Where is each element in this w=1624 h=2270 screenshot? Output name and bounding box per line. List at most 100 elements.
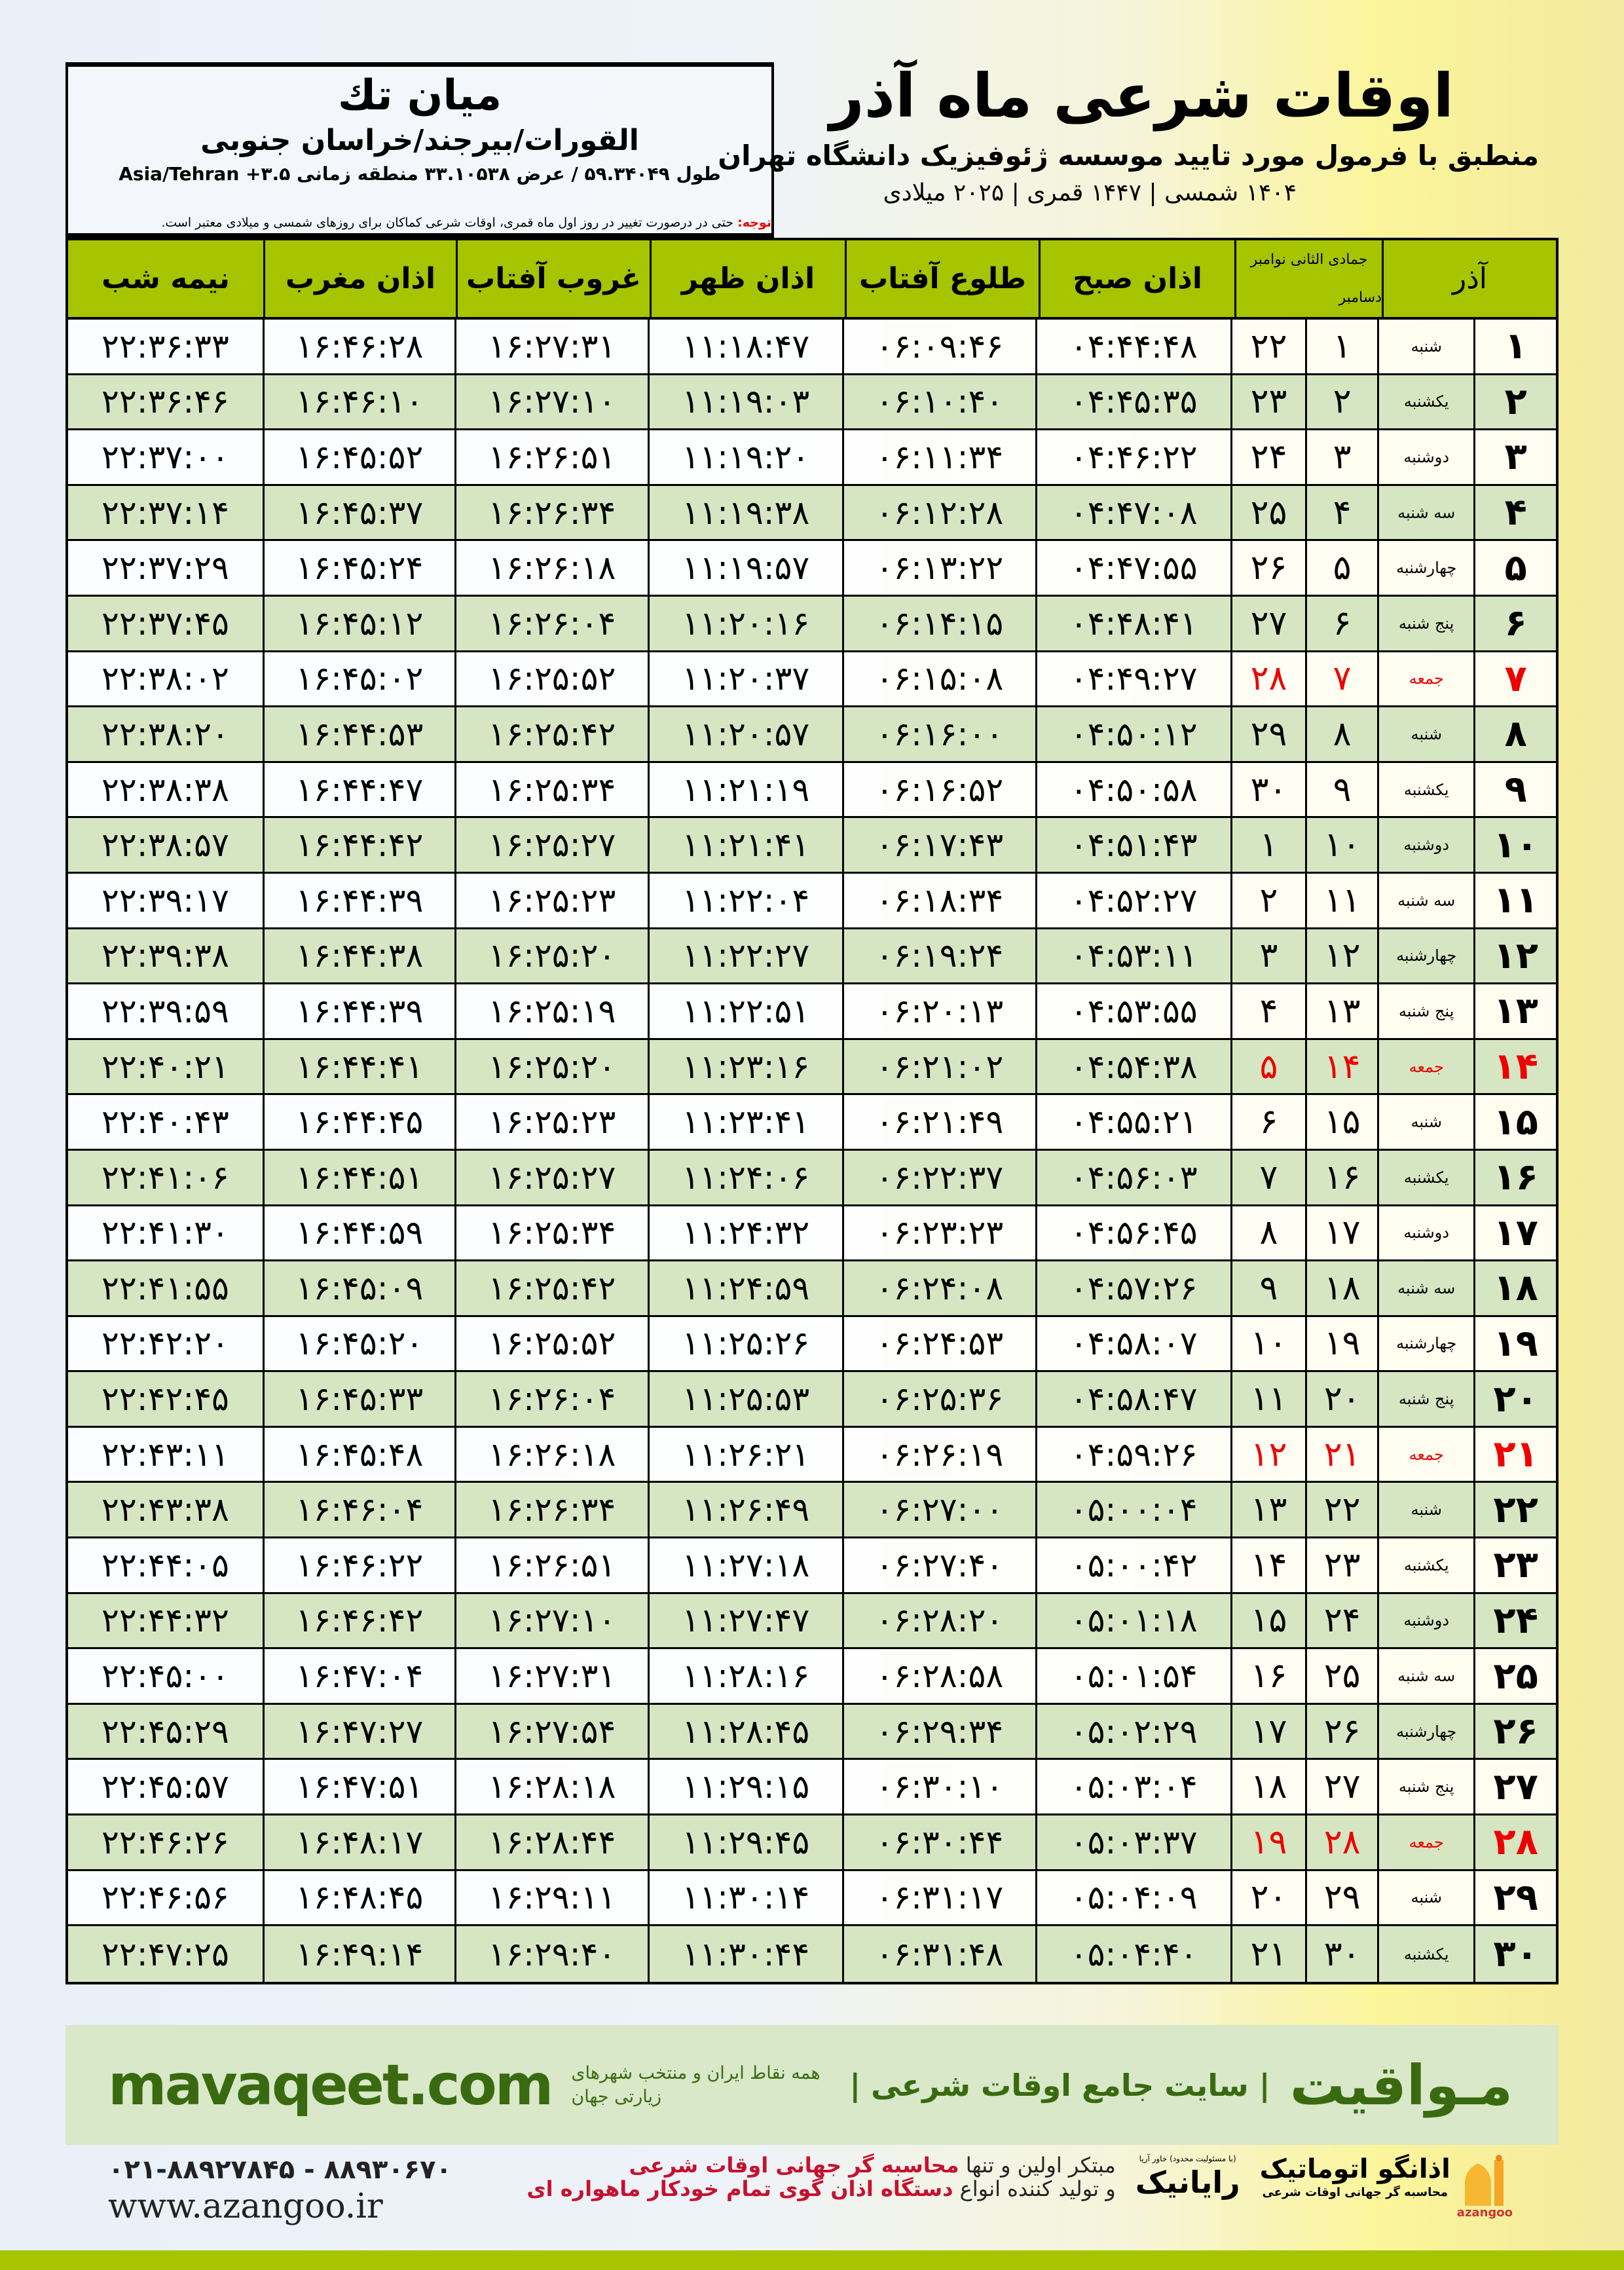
gregorian-day: ۲۰ (1230, 1870, 1306, 1925)
hijri-day: ۱ (1305, 320, 1377, 373)
azar-day: ۳۰ (1473, 1926, 1556, 1982)
tolu-time: ۰۶:۱۶:۵۲ (841, 762, 1035, 817)
tolu-time: ۰۶:۱۰:۴۰ (841, 375, 1035, 429)
sobh-time: ۰۴:۵۴:۳۸ (1035, 1039, 1230, 1094)
table-row: ۲۲:۴۵:۰۰ ۱۶:۴۷:۰۴ ۱۶:۲۷:۳۱ ۱۱:۲۸:۱۶ ۰۶:۲۸:۵۸… (68, 1649, 1556, 1705)
azangoo-logo-text: اذانگو اتوماتیک محاسبه گر جهانی اوقات شر… (1260, 2153, 1450, 2201)
maghrib-time: ۱۶:۴۵:۱۲ (262, 596, 454, 650)
header-ghurub: غروب آفتاب (456, 240, 650, 317)
azar-day: ۹ (1473, 762, 1556, 817)
tolu-time: ۰۶:۲۱:۰۲ (841, 1039, 1035, 1094)
ghurub-time: ۱۶:۲۷:۳۱ (454, 320, 648, 373)
ghurub-time: ۱۶:۲۸:۱۸ (454, 1760, 648, 1814)
zohr-time: ۱۱:۲۴:۵۹ (647, 1261, 842, 1315)
table-row: ۲۲:۴۱:۵۵ ۱۶:۴۵:۰۹ ۱۶:۲۵:۴۲ ۱۱:۲۴:۵۹ ۰۶:۲۴:۰۸… (68, 1261, 1556, 1317)
tolu-time: ۰۶:۱۳:۲۲ (841, 541, 1035, 595)
hijri-day: ۲۳ (1305, 1538, 1377, 1592)
tolu-time: ۰۶:۲۴:۵۳ (841, 1316, 1035, 1371)
gregorian-day: ۱۳ (1230, 1483, 1306, 1537)
nime-shab-time: ۲۲:۳۸:۰۲ (101, 660, 230, 698)
sobh-time: ۰۵:۰۳:۰۴ (1035, 1760, 1230, 1814)
rayanik-subtitle: (با مسئولیت محدود) خاور آریا (1139, 2154, 1236, 2163)
azar-day: ۲۳ (1473, 1538, 1556, 1592)
hijri-day: ۱۷ (1305, 1206, 1377, 1260)
azangoo-icon-column: azangoo (1457, 2153, 1513, 2220)
nime-shab-time: ۲۲:۳۹:۵۹ (101, 992, 230, 1030)
zohr-time: ۱۱:۲۴:۳۲ (647, 1206, 842, 1260)
hijri-day: ۲۱ (1305, 1427, 1377, 1481)
tolu-time: ۰۶:۲۹:۳۴ (841, 1704, 1035, 1758)
azar-day: ۴ (1473, 485, 1556, 540)
tolu-time: ۰۶:۲۱:۴۹ (841, 1095, 1035, 1149)
azar-day: ۱۶ (1473, 1150, 1556, 1204)
tolu-time: ۰۶:۰۹:۴۶ (841, 320, 1035, 373)
sobh-time: ۰۴:۴۸:۴۱ (1035, 596, 1230, 650)
ghurub-time: ۱۶:۲۶:۵۱ (454, 1538, 648, 1592)
page-subtitle: منطبق با فرمول مورد تایید موسسه ژئوفیزیک… (718, 140, 1539, 172)
maghrib-time: ۱۶:۴۶:۴۲ (262, 1593, 454, 1648)
maghrib-time: ۱۶:۴۵:۰۲ (262, 652, 454, 706)
maghrib-time: ۱۶:۴۴:۴۱ (262, 1039, 454, 1094)
weekday: شنبه (1376, 1870, 1473, 1925)
gregorian-day: ۵ (1230, 1039, 1306, 1094)
hijri-day: ۵ (1305, 541, 1377, 595)
ad-block: مبتکر اولین و تنها محاسبه گر جهانی اوقات… (471, 2153, 1115, 2201)
gregorian-day: ۲۳ (1230, 375, 1306, 429)
ghurub-time: ۱۶:۲۵:۲۳ (454, 1095, 648, 1149)
tolu-time: ۰۶:۱۷:۴۳ (841, 818, 1035, 872)
weekday: یکشنبه (1376, 762, 1473, 817)
weekday: شنبه (1376, 320, 1473, 373)
nime-shab-time: ۲۲:۳۹:۳۸ (101, 937, 230, 975)
table-row: ۲۲:۴۳:۳۸ ۱۶:۴۶:۰۴ ۱۶:۲۶:۳۴ ۱۱:۲۶:۴۹ ۰۶:۲۷:۰۰… (68, 1483, 1556, 1539)
tolu-time: ۰۶:۲۷:۴۰ (841, 1538, 1035, 1592)
zohr-time: ۱۱:۳۰:۱۴ (647, 1870, 842, 1925)
hijri-day: ۹ (1305, 762, 1377, 817)
maghrib-time: ۱۶:۴۸:۱۷ (262, 1815, 454, 1869)
hijri-day: ۱۹ (1305, 1316, 1377, 1371)
nime-shab-time: ۲۲:۳۷:۰۰ (101, 437, 230, 476)
tolu-time: ۰۶:۱۱:۳۴ (841, 430, 1035, 484)
ad-highlight: دستگاه اذان گوی تمام خودکار ماهواره ای (526, 2176, 953, 2201)
gregorian-day: ۱۶ (1230, 1649, 1306, 1703)
header-sobh: اذان صبح (1039, 240, 1234, 317)
contact-block: ۰۲۱-۸۸۹۲۷۸۴۵ - ۸۸۹۳۰۶۷۰ www.azangoo.ir (108, 2153, 452, 2227)
zohr-time: ۱۱:۲۱:۱۹ (647, 762, 842, 817)
slogan: | سایت جامع اوقات شرعی | (849, 2067, 1270, 2103)
location-box: میان تك القورات/بیرجند/خراسان جنوبی طول … (65, 62, 774, 238)
tolu-time: ۰۶:۳۱:۴۸ (841, 1926, 1035, 1982)
gregorian-day: ۱۸ (1230, 1760, 1306, 1814)
weekday: شنبه (1376, 1483, 1473, 1537)
location-name: میان تك (337, 71, 502, 120)
tolu-time: ۰۶:۲۵:۳۶ (841, 1372, 1035, 1426)
azar-day: ۲۹ (1473, 1870, 1556, 1925)
gregorian-day: ۲۶ (1230, 541, 1306, 595)
azar-day: ۱۵ (1473, 1095, 1556, 1149)
azar-day: ۱۷ (1473, 1206, 1556, 1260)
maghrib-time: ۱۶:۴۶:۱۰ (262, 375, 454, 429)
gregorian-day: ۱۹ (1230, 1815, 1306, 1869)
tolu-time: ۰۶:۲۴:۰۸ (841, 1261, 1035, 1315)
weekday: چهارشنبه (1376, 541, 1473, 595)
hijri-day: ۱۰ (1305, 818, 1377, 872)
azar-day: ۳ (1473, 430, 1556, 484)
maghrib-time: ۱۶:۴۵:۳۷ (262, 485, 454, 540)
zohr-time: ۱۱:۲۶:۲۱ (647, 1427, 842, 1481)
hijri-day: ۲۷ (1305, 1760, 1377, 1814)
nime-shab-time: ۲۲:۴۵:۰۰ (101, 1657, 230, 1696)
weekday: چهارشنبه (1376, 1316, 1473, 1371)
table-row: ۲۲:۴۱:۰۶ ۱۶:۴۴:۵۱ ۱۶:۲۵:۲۷ ۱۱:۲۴:۰۶ ۰۶:۲۲:۳۷… (68, 1150, 1556, 1206)
hijri-day: ۲۴ (1305, 1593, 1377, 1648)
gregorian-day: ۷ (1230, 1150, 1306, 1204)
ghurub-time: ۱۶:۲۶:۳۴ (454, 485, 648, 540)
weekday: پنج شنبه (1376, 1760, 1473, 1814)
gregorian-day: ۶ (1230, 1095, 1306, 1149)
hijri-day: ۱۶ (1305, 1150, 1377, 1204)
zohr-time: ۱۱:۱۸:۴۷ (647, 320, 842, 373)
ghurub-time: ۱۶:۲۵:۲۰ (454, 1039, 648, 1094)
nime-shab-time: ۲۲:۳۷:۴۵ (101, 604, 230, 642)
table-header: نیمه شب اذان مغرب غروب آفتاب اذان ظهر طل… (68, 240, 1556, 320)
zohr-time: ۱۱:۲۲:۰۴ (647, 873, 842, 927)
site-url[interactable]: mavaqeet.com (108, 2052, 553, 2118)
hijri-day: ۲۰ (1305, 1372, 1377, 1426)
azangoo-url[interactable]: www.azangoo.ir (108, 2187, 383, 2226)
